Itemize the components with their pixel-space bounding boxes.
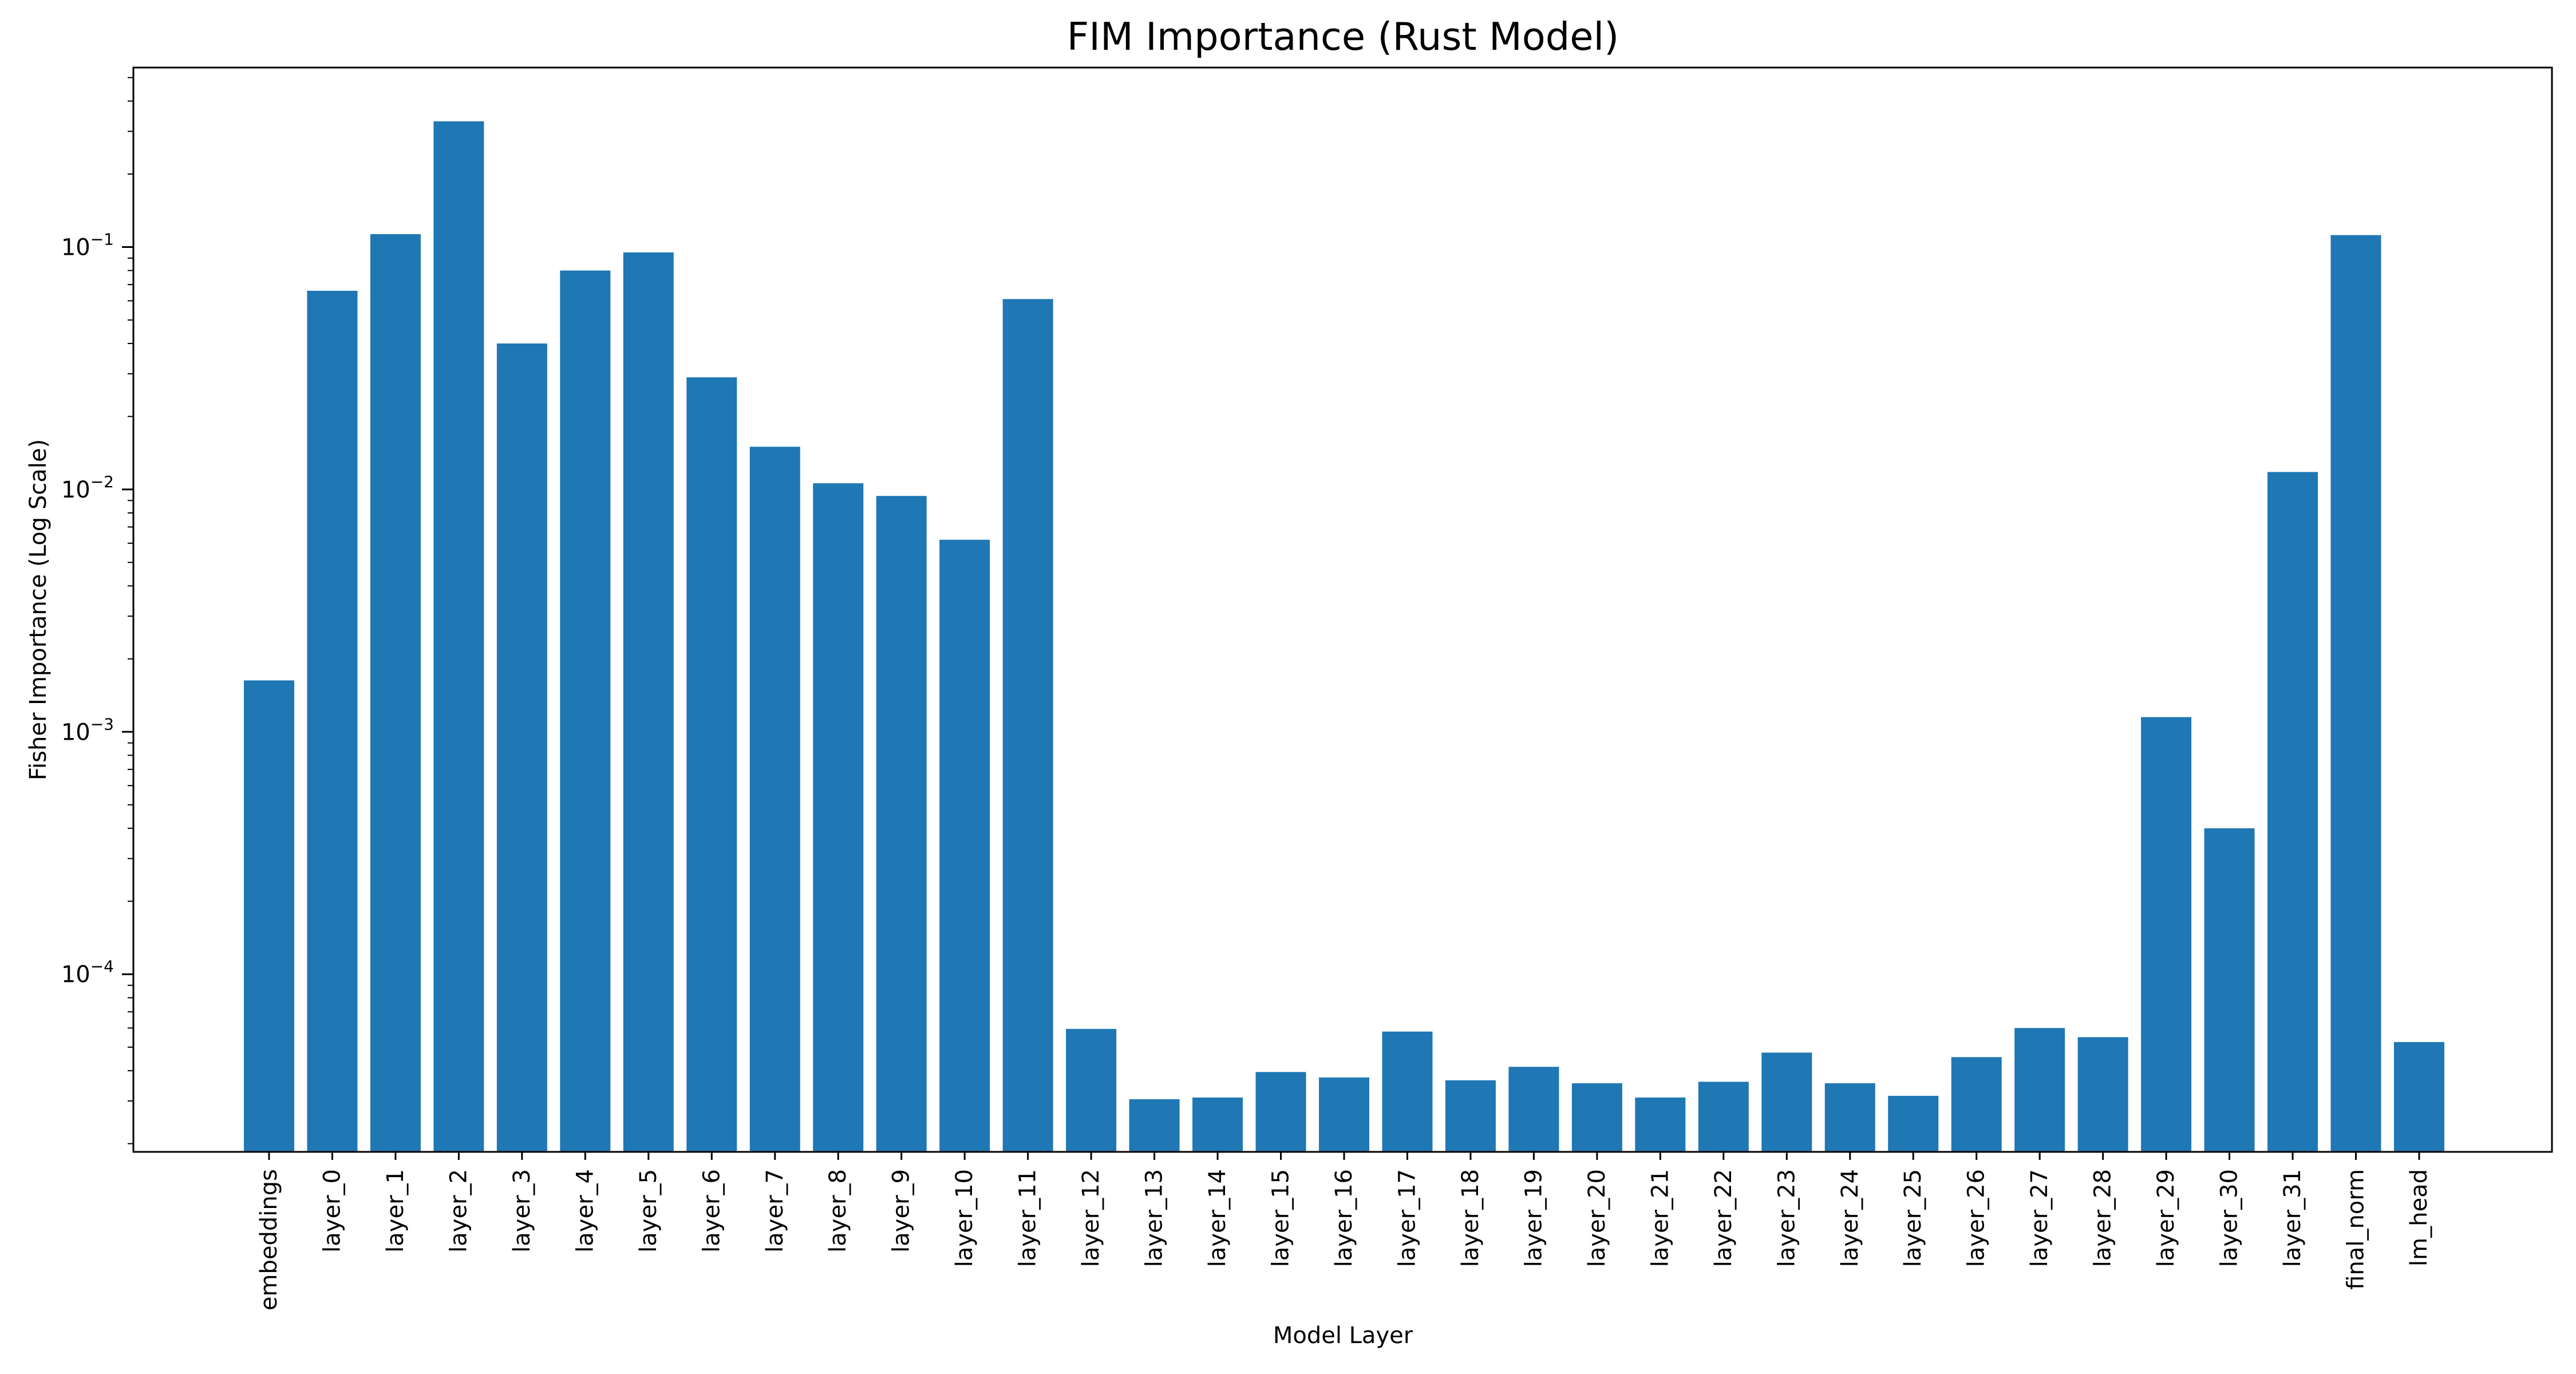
bar-layer-6 xyxy=(686,377,737,1152)
x-tick-label: layer_12 xyxy=(1078,1169,1104,1267)
bar-layer-4 xyxy=(560,270,611,1152)
bar-layer-27 xyxy=(2014,1028,2065,1152)
y-tick-label: 10−1 xyxy=(61,230,114,260)
bar-layer-7 xyxy=(749,447,800,1152)
bar-layer-29 xyxy=(2141,717,2192,1152)
bar-layer-24 xyxy=(1824,1083,1875,1152)
x-tick-label: layer_7 xyxy=(762,1169,788,1253)
bar-layer-3 xyxy=(496,343,547,1152)
bar-layer-26 xyxy=(1951,1057,2002,1152)
x-tick-label: layer_0 xyxy=(319,1169,345,1253)
bar-layer-12 xyxy=(1066,1029,1117,1152)
x-tick-label: layer_3 xyxy=(509,1169,535,1253)
x-axis-label: Model Layer xyxy=(1273,1322,1413,1349)
y-tick-label: 10−3 xyxy=(61,714,114,745)
x-tick-label: layer_31 xyxy=(2279,1169,2306,1267)
x-tick-label: layer_17 xyxy=(1394,1169,1420,1267)
bar-series xyxy=(244,121,2444,1152)
x-axis-ticks: embeddings layer_0 layer_1 layer_2 layer_3 la… xyxy=(256,1152,2432,1310)
x-tick-label: layer_13 xyxy=(1141,1169,1168,1267)
x-tick-label: layer_11 xyxy=(1015,1169,1041,1267)
bar-layer-23 xyxy=(1761,1052,1812,1152)
x-tick-label: layer_29 xyxy=(2153,1169,2179,1267)
x-tick-label: layer_2 xyxy=(445,1169,472,1253)
x-tick-label: layer_21 xyxy=(1647,1169,1673,1267)
x-tick-label: layer_26 xyxy=(1963,1169,1990,1267)
bar-layer-21 xyxy=(1635,1097,1686,1152)
x-tick-label: layer_4 xyxy=(572,1169,598,1253)
x-tick-label: layer_1 xyxy=(382,1169,409,1253)
chart-title: FIM Importance (Rust Model) xyxy=(1067,14,1619,59)
x-tick-label: lm_head xyxy=(2406,1169,2432,1266)
bar-lm-head xyxy=(2393,1042,2444,1152)
x-tick-label: layer_18 xyxy=(1457,1169,1484,1267)
bar-layer-30 xyxy=(2204,828,2255,1152)
bar-layer-1 xyxy=(370,234,421,1152)
x-tick-label: layer_30 xyxy=(2217,1169,2243,1267)
x-tick-label: layer_8 xyxy=(825,1169,851,1253)
y-tick-label: 10−2 xyxy=(61,472,114,503)
y-axis-ticks: 10−4 10−3 10−2 10−1 xyxy=(61,77,133,1144)
x-tick-label: layer_23 xyxy=(1773,1169,1800,1267)
bar-layer-17 xyxy=(1382,1031,1433,1152)
x-tick-label: layer_24 xyxy=(1837,1169,1863,1267)
x-tick-label: embeddings xyxy=(256,1169,282,1310)
bar-layer-9 xyxy=(876,496,927,1152)
bar-layer-28 xyxy=(2077,1037,2128,1152)
x-tick-label: layer_5 xyxy=(635,1169,662,1253)
x-tick-label: layer_27 xyxy=(2026,1169,2053,1267)
x-tick-label: layer_9 xyxy=(888,1169,915,1253)
x-tick-label: layer_10 xyxy=(951,1169,978,1267)
bar-final-norm xyxy=(2330,235,2381,1152)
bar-embeddings xyxy=(244,680,294,1152)
x-tick-label: layer_19 xyxy=(1520,1169,1547,1267)
bar-layer-5 xyxy=(623,252,674,1152)
bar-layer-22 xyxy=(1698,1081,1749,1152)
bar-layer-18 xyxy=(1445,1080,1496,1152)
x-tick-label: layer_16 xyxy=(1331,1169,1357,1267)
bar-layer-25 xyxy=(1888,1096,1939,1152)
bar-layer-19 xyxy=(1508,1067,1559,1152)
bar-layer-15 xyxy=(1255,1072,1306,1152)
plot-frame xyxy=(132,66,2553,1153)
x-tick-label: final_norm xyxy=(2343,1169,2369,1290)
bar-layer-8 xyxy=(813,483,864,1152)
x-tick-label: layer_28 xyxy=(2090,1169,2116,1267)
bar-layer-11 xyxy=(1002,299,1053,1152)
x-tick-label: layer_15 xyxy=(1268,1169,1294,1267)
x-tick-label: layer_6 xyxy=(698,1169,725,1253)
x-tick-label: layer_25 xyxy=(1900,1169,1926,1267)
bar-layer-2 xyxy=(433,121,484,1152)
bar-layer-14 xyxy=(1192,1097,1243,1152)
bar-layer-20 xyxy=(1571,1083,1622,1152)
bar-layer-0 xyxy=(307,290,358,1152)
bar-layer-10 xyxy=(939,539,990,1152)
x-tick-label: layer_20 xyxy=(1584,1169,1610,1267)
y-tick-label: 10−4 xyxy=(61,957,114,988)
y-axis-label: Fisher Importance (Log Scale) xyxy=(25,439,52,780)
x-tick-label: layer_14 xyxy=(1204,1169,1231,1267)
bar-layer-31 xyxy=(2267,472,2318,1152)
bar-layer-16 xyxy=(1318,1077,1369,1152)
x-tick-label: layer_22 xyxy=(1710,1169,1737,1267)
bar-layer-13 xyxy=(1129,1099,1180,1152)
